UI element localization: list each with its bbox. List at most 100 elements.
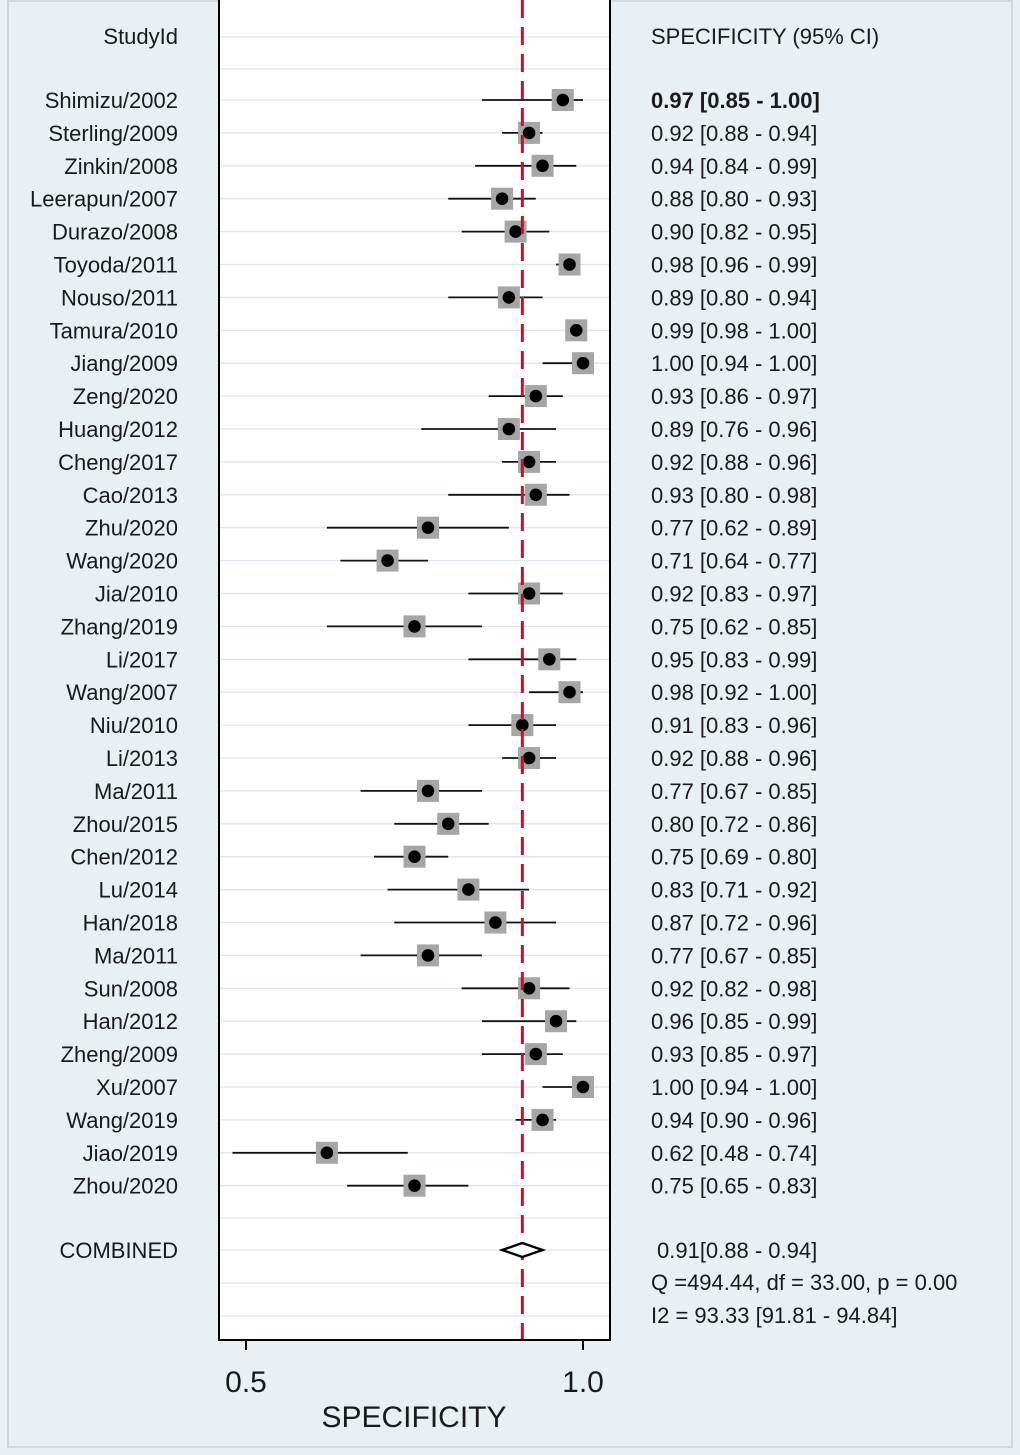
- study-ci-text: 0.92 [0.88 - 0.96]: [651, 450, 817, 475]
- study-ci-text: 0.95 [0.83 - 0.99]: [651, 647, 817, 672]
- study-ci-text: 0.87 [0.72 - 0.96]: [651, 911, 817, 936]
- study-label: Niu/2010: [90, 713, 178, 738]
- study-point: [502, 422, 516, 436]
- x-axis-title: SPECIFICITY: [321, 1401, 506, 1434]
- study-point: [441, 817, 455, 831]
- study-ci-text: 0.75 [0.65 - 0.83]: [651, 1174, 817, 1199]
- study-label: Zhang/2019: [61, 614, 178, 639]
- study-point: [522, 126, 536, 140]
- study-point: [421, 949, 435, 962]
- study-ci-text: 0.90 [0.82 - 0.95]: [651, 220, 817, 245]
- study-point: [563, 258, 576, 271]
- study-label: Toyoda/2011: [54, 253, 178, 278]
- study-ci-text: 0.97 [0.85 - 1.00]: [651, 88, 820, 113]
- study-ci-text: 1.00 [0.94 - 1.00]: [651, 351, 817, 376]
- study-ci-text: 0.98 [0.92 - 1.00]: [651, 680, 817, 705]
- study-point: [381, 554, 394, 567]
- study-point: [408, 620, 421, 633]
- combined-label: COMBINED: [59, 1238, 178, 1263]
- study-label: Han/2018: [83, 911, 178, 936]
- study-label: Chen/2012: [70, 845, 178, 870]
- study-label: Jiao/2019: [83, 1141, 178, 1166]
- study-point: [576, 1080, 590, 1094]
- study-point: [536, 1113, 549, 1127]
- study-label: Zeng/2020: [73, 384, 178, 409]
- study-point: [489, 916, 502, 929]
- study-label: Li/2017: [106, 647, 178, 672]
- study-ci-text: 0.83 [0.71 - 0.92]: [651, 878, 817, 903]
- combined-ci-text: 0.91[0.88 - 0.94]: [657, 1238, 817, 1263]
- study-label: Ma/2011: [94, 779, 178, 804]
- study-ci-text: 0.92 [0.83 - 0.97]: [651, 582, 817, 607]
- study-ci-text: 0.77 [0.62 - 0.89]: [651, 516, 817, 541]
- study-point: [549, 1014, 563, 1028]
- study-point: [556, 93, 570, 107]
- study-point: [408, 1179, 421, 1192]
- study-label: Shimizu/2002: [45, 88, 178, 113]
- study-label: Cao/2013: [83, 483, 178, 508]
- study-point: [462, 883, 475, 896]
- heterogeneity-i2: I2 = 93.33 [91.81 - 94.84]: [651, 1303, 897, 1328]
- study-label: Wang/2020: [66, 549, 178, 574]
- study-label: Tamura/2010: [50, 318, 178, 343]
- study-point: [522, 455, 536, 469]
- row-labels: Shimizu/2002 0.97 [0.85 - 1.00] Sterling/2…: [30, 88, 820, 1263]
- study-ci-text: 0.89 [0.80 - 0.94]: [651, 285, 817, 310]
- study-label: Jiang/2009: [70, 351, 178, 376]
- study-point: [536, 159, 549, 173]
- study-ci-text: 0.91 [0.83 - 0.96]: [651, 713, 817, 738]
- study-ci-text: 0.94 [0.90 - 0.96]: [651, 1108, 817, 1133]
- x-tick-label: 1.0: [562, 1366, 604, 1399]
- study-label: Sun/2008: [84, 976, 178, 1001]
- x-axis: 0.5 1.0: [225, 1340, 604, 1399]
- study-ci-text: 0.94 [0.84 - 0.99]: [651, 154, 817, 179]
- study-label: Zhu/2020: [85, 516, 178, 541]
- study-label: Nouso/2011: [61, 285, 178, 310]
- study-ci-text: 0.77 [0.67 - 0.85]: [651, 779, 817, 804]
- study-point: [569, 324, 583, 337]
- study-ci-text: 0.96 [0.85 - 0.99]: [651, 1009, 817, 1034]
- study-label: Ma/2011: [94, 943, 178, 968]
- study-label: Huang/2012: [58, 417, 178, 442]
- study-ci-text: 0.99 [0.98 - 1.00]: [651, 318, 817, 343]
- study-label: Zhou/2015: [73, 812, 178, 837]
- study-ci-text: 0.98 [0.96 - 0.99]: [651, 253, 817, 278]
- x-tick-label: 0.5: [225, 1366, 267, 1399]
- study-point: [529, 1047, 543, 1061]
- study-ci-text: 0.93 [0.80 - 0.98]: [651, 483, 817, 508]
- study-point: [421, 784, 435, 798]
- study-ci-text: 0.62 [0.48 - 0.74]: [651, 1141, 817, 1166]
- study-label: Han/2012: [83, 1009, 178, 1034]
- study-point: [421, 521, 435, 534]
- study-point: [320, 1146, 334, 1160]
- study-label: Durazo/2008: [52, 220, 178, 245]
- study-label: Lu/2014: [98, 878, 178, 903]
- study-point: [529, 389, 543, 403]
- study-point: [408, 850, 421, 863]
- study-point: [529, 488, 543, 502]
- header-specificity-ci: SPECIFICITY (95% CI): [651, 24, 879, 49]
- study-label: Zhou/2020: [73, 1174, 178, 1199]
- study-ci-text: 0.71 [0.64 - 0.77]: [651, 549, 817, 574]
- study-ci-text: 0.77 [0.67 - 0.85]: [651, 943, 817, 968]
- study-label: Li/2013: [106, 746, 178, 771]
- study-label: Zinkin/2008: [64, 154, 178, 179]
- study-label: Zheng/2009: [61, 1042, 178, 1067]
- header-study-id: StudyId: [103, 24, 178, 49]
- study-point: [502, 291, 516, 304]
- study-label: Xu/2007: [96, 1075, 178, 1100]
- study-ci-text: 0.93 [0.86 - 0.97]: [651, 384, 817, 409]
- study-ci-text: 1.00 [0.94 - 1.00]: [651, 1075, 817, 1100]
- study-ci-text: 0.92 [0.88 - 0.94]: [651, 121, 817, 146]
- study-point: [495, 192, 509, 205]
- study-ci-text: 0.75 [0.69 - 0.80]: [651, 845, 817, 870]
- study-point: [522, 587, 536, 600]
- study-ci-text: 0.80 [0.72 - 0.86]: [651, 812, 817, 837]
- study-label: Jia/2010: [95, 582, 178, 607]
- study-label: Wang/2007: [66, 680, 178, 705]
- study-ci-text: 0.89 [0.76 - 0.96]: [651, 417, 817, 442]
- study-point: [522, 982, 536, 995]
- heterogeneity-q: Q =494.44, df = 33.00, p = 0.00: [651, 1270, 957, 1295]
- study-label: Cheng/2017: [58, 450, 178, 475]
